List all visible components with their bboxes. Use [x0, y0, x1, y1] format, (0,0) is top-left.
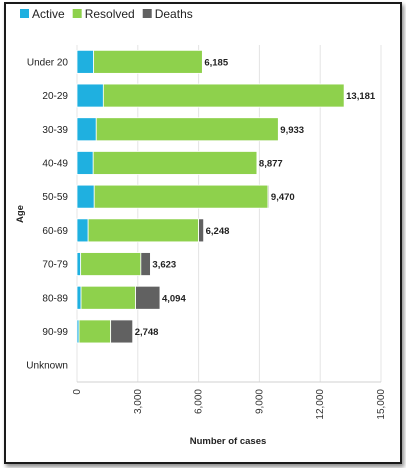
total-labels: 6,185 13,181 9,933 8,877 9,470 6,248 3,623 4,09… — [135, 57, 376, 338]
legend-label-resolved: Resolved — [85, 7, 135, 21]
category-label-40-49: 40-49 — [42, 158, 68, 169]
total-label-60-69: 6,248 — [206, 226, 230, 237]
category-label-70-79: 70-79 — [42, 260, 68, 271]
x-tick-label-9-000: 9,000 — [254, 389, 265, 414]
x-tick-labels: 0 3,000 6,000 9,000 12,000 15,000 — [72, 389, 387, 420]
total-label-90-99: 2,748 — [135, 327, 159, 338]
category-label-80-89: 80-89 — [42, 293, 68, 304]
bar-active-60-69[interactable] — [76, 218, 89, 243]
bar-active-under-20[interactable] — [76, 49, 95, 74]
legend: Active Resolved Deaths — [20, 7, 193, 21]
x-tick-label-12-000: 12,000 — [315, 389, 326, 420]
bar-deaths-90-99[interactable] — [110, 319, 134, 344]
bar-resolved-60-69[interactable] — [87, 218, 199, 243]
bar-active-80-89[interactable] — [76, 285, 82, 310]
total-label-30-39: 9,933 — [280, 125, 304, 136]
bar-resolved-70-79[interactable] — [80, 252, 142, 276]
bar-active-70-79[interactable] — [76, 252, 82, 276]
bar-active-40-49[interactable] — [76, 151, 94, 175]
total-label-20-29: 13,181 — [346, 91, 376, 102]
legend-swatch-resolved — [72, 9, 82, 18]
category-label-20-29: 20-29 — [42, 91, 68, 102]
legend-swatch-active — [20, 9, 29, 18]
total-label-80-89: 4,094 — [162, 293, 186, 304]
x-tick-label-6-000: 6,000 — [194, 389, 205, 414]
x-tick-label-0: 0 — [72, 389, 83, 395]
bar-resolved-40-49[interactable] — [92, 151, 258, 175]
bar-active-50-59[interactable] — [76, 184, 95, 209]
y-axis-title: Age — [15, 205, 26, 223]
bar-resolved-30-39[interactable] — [95, 117, 279, 142]
category-label-90-99: 90-99 — [42, 327, 68, 338]
category-label-unknown: Unknown — [26, 361, 68, 372]
category-label-30-39: 30-39 — [42, 125, 68, 136]
total-label-40-49: 8,877 — [259, 158, 283, 169]
category-labels: Under 20 20-29 30-39 40-49 50-59 60-69 70-79 80… — [26, 57, 68, 371]
total-label-50-59: 9,470 — [271, 192, 295, 203]
legend-swatch-deaths — [142, 9, 152, 18]
bar-active-20-29[interactable] — [76, 83, 104, 108]
bar-active-30-39[interactable] — [76, 117, 97, 142]
category-label-60-69: 60-69 — [42, 226, 68, 237]
bar-resolved-90-99[interactable] — [78, 319, 112, 344]
bar-resolved-under-20[interactable] — [93, 49, 203, 74]
bar-deaths-50-59[interactable] — [267, 184, 270, 209]
category-label-under-20: Under 20 — [27, 57, 69, 68]
x-axis-title: Number of cases — [190, 436, 267, 447]
category-label-50-59: 50-59 — [42, 192, 68, 203]
bar-resolved-20-29[interactable] — [102, 83, 345, 108]
bar-resolved-80-89[interactable] — [80, 285, 136, 310]
bar-deaths-60-69[interactable] — [198, 218, 205, 243]
legend-label-deaths: Deaths — [155, 7, 193, 21]
total-label-under-20: 6,185 — [204, 57, 228, 68]
bar-resolved-50-59[interactable] — [93, 184, 269, 209]
bar-deaths-70-79[interactable] — [140, 252, 151, 276]
x-tick-label-15-000: 15,000 — [376, 389, 387, 420]
x-tick-label-3-000: 3,000 — [133, 389, 144, 414]
bars — [76, 49, 345, 344]
legend-label-active: Active — [32, 7, 65, 21]
total-label-70-79: 3,623 — [152, 260, 176, 271]
bar-deaths-80-89[interactable] — [135, 285, 161, 310]
